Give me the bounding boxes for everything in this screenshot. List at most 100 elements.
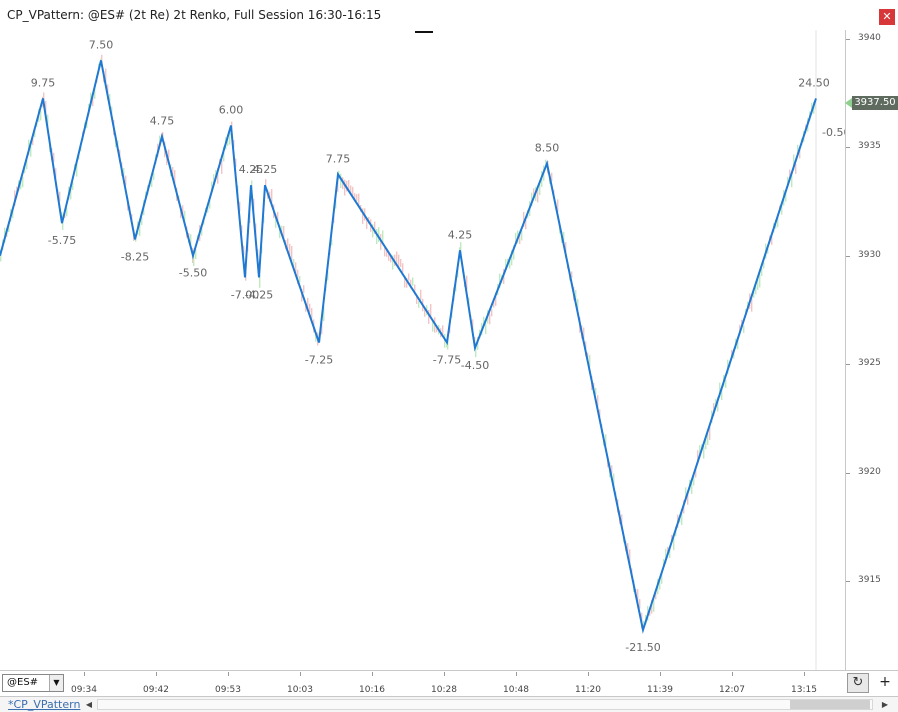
renko-bar [418, 300, 420, 308]
renko-bar [287, 238, 289, 249]
swing-label: 8.50 [535, 141, 560, 154]
renko-bar [430, 303, 432, 318]
renko-bar [289, 243, 291, 255]
renko-bars [0, 54, 817, 629]
time-tick-label: 10:16 [359, 685, 385, 695]
renko-bar [731, 349, 733, 357]
renko-bar [667, 546, 669, 555]
swing-label: -7.75 [433, 354, 461, 367]
renko-bar [665, 548, 667, 564]
renko-bar [442, 325, 444, 335]
renko-bar [344, 179, 346, 196]
renko-bar [759, 272, 761, 288]
renko-bar [20, 180, 22, 190]
renko-bar [533, 188, 535, 197]
renko-bar [789, 169, 791, 180]
renko-bar [47, 114, 49, 129]
renko-bar [151, 176, 153, 188]
renko-bar [739, 324, 741, 335]
zigzag-line [0, 60, 817, 634]
renko-bar [651, 599, 653, 614]
renko-bar [697, 450, 699, 465]
workspace-tab[interactable]: *CP_VPattern [8, 698, 81, 711]
renko-bar [279, 225, 281, 239]
refresh-icon[interactable]: ↻ [847, 673, 869, 693]
renko-bar [637, 589, 639, 604]
renko-bar [707, 433, 709, 446]
price-tick-label: 3935 [858, 141, 881, 152]
renko-bar [613, 473, 615, 489]
renko-bar [753, 291, 755, 298]
window-title: CP_VPattern: @ES# (2t Re) 2t Renko, Full… [7, 8, 382, 22]
renko-bar [777, 214, 779, 228]
renko-bar [392, 255, 394, 270]
time-axis: 09:34 09:42 09:53 10:03 10:16 10:28 10:48 11:20… [0, 670, 898, 696]
renko-bar [293, 259, 295, 268]
renko-bar [241, 225, 243, 233]
renko-bar [523, 211, 525, 227]
price-tick-label: 3930 [858, 249, 881, 260]
add-tab-button[interactable]: + [879, 674, 891, 690]
price-tick-label: 3920 [858, 466, 881, 477]
price-tick-label: 3925 [858, 358, 881, 369]
renko-bar [45, 101, 47, 115]
price-chart[interactable]: 9.75 -5.75 7.50 -8.25 4.75 -5.50 6.00 -7.00 4.25… [0, 0, 845, 670]
swing-label: 24.50 [798, 76, 830, 89]
scroll-right-icon[interactable]: ▶ [881, 700, 889, 709]
renko-bar [396, 251, 398, 265]
renko-bar [309, 303, 311, 313]
time-tick-label: 09:53 [215, 685, 241, 695]
price-tick [846, 38, 850, 40]
renko-bar [797, 144, 799, 155]
scroll-left-icon[interactable]: ◀ [85, 700, 93, 709]
renko-bar [563, 231, 565, 244]
renko-bar [513, 245, 515, 260]
renko-bar [34, 129, 36, 138]
renko-bar [767, 246, 769, 254]
time-tick [156, 672, 157, 676]
renko-bar [235, 158, 237, 167]
renko-bar [340, 173, 342, 189]
renko-bar [771, 234, 773, 245]
renko-bar [725, 379, 727, 388]
scrollbar-thumb[interactable] [790, 700, 870, 709]
swing-label: 7.50 [89, 38, 114, 51]
renko-bar [575, 290, 577, 305]
renko-bar [787, 176, 789, 188]
renko-bar [331, 239, 333, 246]
renko-bar [190, 234, 192, 245]
renko-bar [599, 409, 601, 418]
renko-bar [172, 166, 174, 177]
renko-bar [741, 319, 743, 327]
renko-bar [378, 227, 380, 242]
renko-bar [509, 257, 511, 269]
renko-bar [40, 111, 42, 121]
chevron-down-icon[interactable]: ▼ [49, 675, 63, 691]
price-axis: 3915 3920 3925 3930 3935 3940 [845, 30, 898, 670]
renko-bar [366, 217, 368, 229]
renko-bar [595, 387, 597, 395]
renko-bar [653, 596, 655, 612]
renko-bar [589, 354, 591, 367]
swing-label: -5.50 [179, 267, 207, 280]
renko-bar [323, 306, 325, 322]
time-tick [732, 672, 733, 676]
renko-bar [221, 159, 223, 174]
renko-bar [295, 262, 297, 276]
renko-bar [424, 309, 426, 317]
renko-bar [271, 188, 273, 203]
swing-label: 4.25 [448, 228, 473, 241]
minimize-mark[interactable] [415, 31, 433, 33]
renko-bar [695, 469, 697, 478]
time-tick [228, 672, 229, 676]
renko-bar [525, 219, 527, 230]
renko-bar [414, 284, 416, 295]
renko-bar [356, 194, 358, 201]
swing-label: 6.00 [219, 104, 244, 117]
close-icon[interactable]: ✕ [879, 9, 895, 25]
renko-bar [432, 319, 434, 332]
time-tick-label: 10:03 [287, 685, 313, 695]
symbol-select[interactable]: @ES# ▼ [2, 674, 64, 692]
horizontal-scrollbar[interactable] [97, 699, 873, 710]
renko-bar [299, 276, 301, 283]
